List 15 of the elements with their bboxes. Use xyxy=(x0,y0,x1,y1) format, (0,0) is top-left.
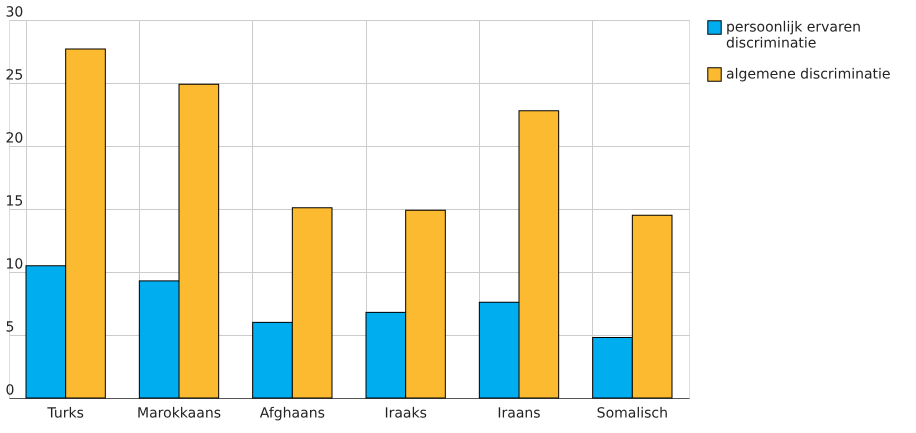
x-tick-label: Iraaks xyxy=(384,406,427,422)
y-tick-label: 25 xyxy=(6,68,24,84)
y-tick-label: 15 xyxy=(6,194,24,210)
x-tick-label: Somalisch xyxy=(596,406,668,422)
x-tick-label: Marokkaans xyxy=(137,406,221,422)
x-tick-label: Turks xyxy=(46,406,84,422)
y-tick-label: 0 xyxy=(6,382,14,398)
legend-label: persoonlijk ervaren discriminatie xyxy=(726,20,861,52)
y-tick-label: 20 xyxy=(6,130,24,146)
y-tick-label: 10 xyxy=(6,256,24,272)
x-tick-label: Iraans xyxy=(497,406,541,422)
y-tick-label: 30 xyxy=(6,4,24,20)
y-tick-label: 5 xyxy=(6,320,14,336)
x-tick-label: Afghaans xyxy=(260,406,325,422)
legend-label: algemene discriminatie xyxy=(726,66,891,82)
